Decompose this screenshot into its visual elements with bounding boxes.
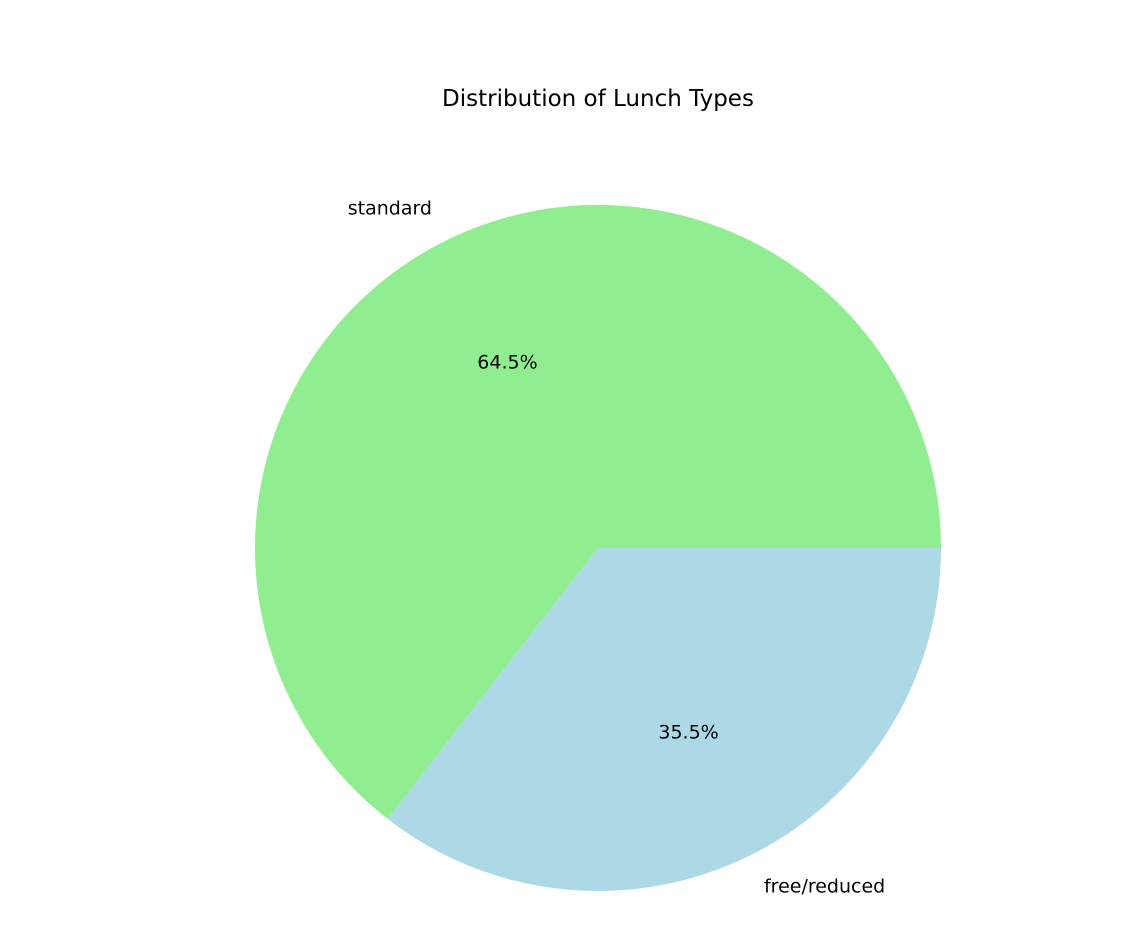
pie-slice-free-reduced [387,548,941,892]
slice-percent-label: 64.5% [477,352,537,374]
slice-label: free/reduced [764,875,885,897]
slice-percent-label: 35.5% [658,721,718,743]
pie-slice-standard [255,205,942,820]
chart-title: Distribution of Lunch Types [442,86,754,112]
slice-label: standard [348,198,432,220]
pie-slices [255,205,942,892]
pie-labels: standard 64.5% free/reduced 35.5% [348,198,886,898]
